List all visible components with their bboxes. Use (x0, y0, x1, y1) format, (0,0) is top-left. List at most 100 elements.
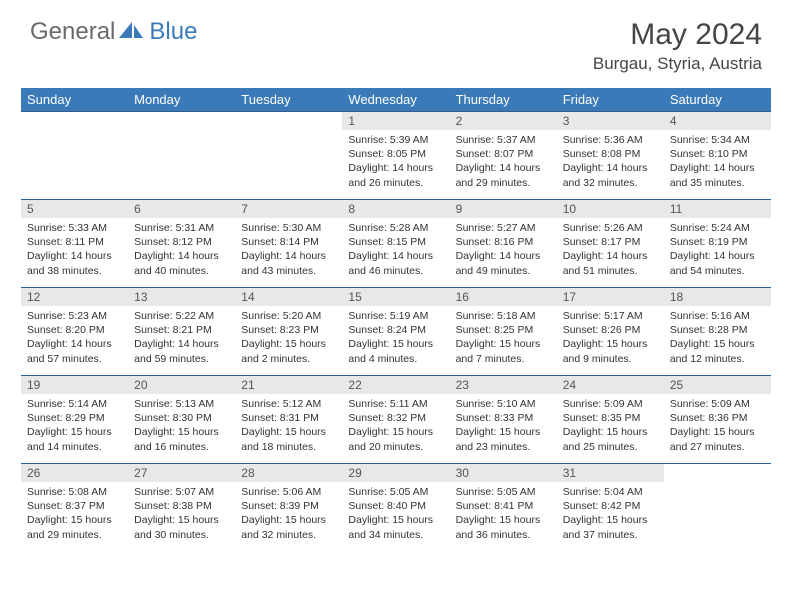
day-detail: Sunrise: 5:09 AMSunset: 8:35 PMDaylight:… (557, 394, 664, 458)
day-detail: Sunrise: 5:16 AMSunset: 8:28 PMDaylight:… (664, 306, 771, 370)
day-number: 3 (557, 112, 664, 130)
day-detail: Sunrise: 5:39 AMSunset: 8:05 PMDaylight:… (342, 130, 449, 194)
calendar-cell (664, 464, 771, 552)
day-detail: Sunrise: 5:06 AMSunset: 8:39 PMDaylight:… (235, 482, 342, 546)
day-detail: Sunrise: 5:22 AMSunset: 8:21 PMDaylight:… (128, 306, 235, 370)
day-number: 8 (342, 200, 449, 218)
calendar-cell: 28Sunrise: 5:06 AMSunset: 8:39 PMDayligh… (235, 464, 342, 552)
day-number: 22 (342, 376, 449, 394)
day-number: 24 (557, 376, 664, 394)
calendar-cell (21, 112, 128, 200)
calendar-cell: 31Sunrise: 5:04 AMSunset: 8:42 PMDayligh… (557, 464, 664, 552)
day-detail: Sunrise: 5:26 AMSunset: 8:17 PMDaylight:… (557, 218, 664, 282)
location-subtitle: Burgau, Styria, Austria (593, 54, 762, 74)
calendar-cell: 3Sunrise: 5:36 AMSunset: 8:08 PMDaylight… (557, 112, 664, 200)
calendar-cell: 10Sunrise: 5:26 AMSunset: 8:17 PMDayligh… (557, 200, 664, 288)
header: General Blue May 2024 Burgau, Styria, Au… (0, 0, 792, 82)
day-detail: Sunrise: 5:27 AMSunset: 8:16 PMDaylight:… (450, 218, 557, 282)
day-number: 31 (557, 464, 664, 482)
day-number: 7 (235, 200, 342, 218)
calendar-cell: 14Sunrise: 5:20 AMSunset: 8:23 PMDayligh… (235, 288, 342, 376)
day-number: 16 (450, 288, 557, 306)
day-number: 12 (21, 288, 128, 306)
calendar-row: 26Sunrise: 5:08 AMSunset: 8:37 PMDayligh… (21, 464, 771, 552)
day-detail: Sunrise: 5:07 AMSunset: 8:38 PMDaylight:… (128, 482, 235, 546)
day-detail: Sunrise: 5:05 AMSunset: 8:40 PMDaylight:… (342, 482, 449, 546)
calendar-cell: 6Sunrise: 5:31 AMSunset: 8:12 PMDaylight… (128, 200, 235, 288)
calendar-head: SundayMondayTuesdayWednesdayThursdayFrid… (21, 88, 771, 112)
day-number: 5 (21, 200, 128, 218)
calendar-cell: 7Sunrise: 5:30 AMSunset: 8:14 PMDaylight… (235, 200, 342, 288)
calendar-cell: 13Sunrise: 5:22 AMSunset: 8:21 PMDayligh… (128, 288, 235, 376)
calendar-row: 12Sunrise: 5:23 AMSunset: 8:20 PMDayligh… (21, 288, 771, 376)
calendar-cell: 1Sunrise: 5:39 AMSunset: 8:05 PMDaylight… (342, 112, 449, 200)
day-number: 21 (235, 376, 342, 394)
brand-logo: General Blue (30, 18, 197, 46)
day-number: 20 (128, 376, 235, 394)
calendar-cell: 27Sunrise: 5:07 AMSunset: 8:38 PMDayligh… (128, 464, 235, 552)
calendar-cell: 23Sunrise: 5:10 AMSunset: 8:33 PMDayligh… (450, 376, 557, 464)
day-number: 14 (235, 288, 342, 306)
day-number: 9 (450, 200, 557, 218)
day-number: 2 (450, 112, 557, 130)
day-number: 4 (664, 112, 771, 130)
calendar-cell: 4Sunrise: 5:34 AMSunset: 8:10 PMDaylight… (664, 112, 771, 200)
calendar-cell: 24Sunrise: 5:09 AMSunset: 8:35 PMDayligh… (557, 376, 664, 464)
day-number: 10 (557, 200, 664, 218)
day-detail: Sunrise: 5:08 AMSunset: 8:37 PMDaylight:… (21, 482, 128, 546)
calendar-cell: 30Sunrise: 5:05 AMSunset: 8:41 PMDayligh… (450, 464, 557, 552)
weekday-header: Monday (128, 88, 235, 112)
day-detail: Sunrise: 5:20 AMSunset: 8:23 PMDaylight:… (235, 306, 342, 370)
day-detail: Sunrise: 5:04 AMSunset: 8:42 PMDaylight:… (557, 482, 664, 546)
calendar-cell (128, 112, 235, 200)
calendar-row: 5Sunrise: 5:33 AMSunset: 8:11 PMDaylight… (21, 200, 771, 288)
day-number: 17 (557, 288, 664, 306)
day-number: 27 (128, 464, 235, 482)
day-detail: Sunrise: 5:12 AMSunset: 8:31 PMDaylight:… (235, 394, 342, 458)
day-detail: Sunrise: 5:28 AMSunset: 8:15 PMDaylight:… (342, 218, 449, 282)
calendar-cell: 8Sunrise: 5:28 AMSunset: 8:15 PMDaylight… (342, 200, 449, 288)
calendar-row: 1Sunrise: 5:39 AMSunset: 8:05 PMDaylight… (21, 112, 771, 200)
day-number: 15 (342, 288, 449, 306)
calendar-cell: 20Sunrise: 5:13 AMSunset: 8:30 PMDayligh… (128, 376, 235, 464)
calendar-cell: 22Sunrise: 5:11 AMSunset: 8:32 PMDayligh… (342, 376, 449, 464)
calendar-cell: 21Sunrise: 5:12 AMSunset: 8:31 PMDayligh… (235, 376, 342, 464)
day-number: 30 (450, 464, 557, 482)
day-number: 19 (21, 376, 128, 394)
day-number: 25 (664, 376, 771, 394)
calendar-cell (235, 112, 342, 200)
sail-icon (119, 20, 145, 45)
calendar-cell: 12Sunrise: 5:23 AMSunset: 8:20 PMDayligh… (21, 288, 128, 376)
day-detail: Sunrise: 5:10 AMSunset: 8:33 PMDaylight:… (450, 394, 557, 458)
day-detail: Sunrise: 5:09 AMSunset: 8:36 PMDaylight:… (664, 394, 771, 458)
calendar-cell: 19Sunrise: 5:14 AMSunset: 8:29 PMDayligh… (21, 376, 128, 464)
day-number: 28 (235, 464, 342, 482)
day-detail: Sunrise: 5:23 AMSunset: 8:20 PMDaylight:… (21, 306, 128, 370)
weekday-header: Saturday (664, 88, 771, 112)
weekday-header: Friday (557, 88, 664, 112)
calendar-cell: 2Sunrise: 5:37 AMSunset: 8:07 PMDaylight… (450, 112, 557, 200)
day-detail: Sunrise: 5:14 AMSunset: 8:29 PMDaylight:… (21, 394, 128, 458)
day-detail: Sunrise: 5:37 AMSunset: 8:07 PMDaylight:… (450, 130, 557, 194)
brand-part2: Blue (149, 18, 197, 46)
brand-part1: General (30, 18, 115, 46)
day-number: 26 (21, 464, 128, 482)
day-detail: Sunrise: 5:36 AMSunset: 8:08 PMDaylight:… (557, 130, 664, 194)
calendar-cell: 16Sunrise: 5:18 AMSunset: 8:25 PMDayligh… (450, 288, 557, 376)
calendar-cell: 26Sunrise: 5:08 AMSunset: 8:37 PMDayligh… (21, 464, 128, 552)
day-number: 1 (342, 112, 449, 130)
day-number: 6 (128, 200, 235, 218)
weekday-header: Tuesday (235, 88, 342, 112)
day-detail: Sunrise: 5:17 AMSunset: 8:26 PMDaylight:… (557, 306, 664, 370)
weekday-header: Wednesday (342, 88, 449, 112)
calendar-cell: 29Sunrise: 5:05 AMSunset: 8:40 PMDayligh… (342, 464, 449, 552)
day-detail: Sunrise: 5:34 AMSunset: 8:10 PMDaylight:… (664, 130, 771, 194)
title-block: May 2024 Burgau, Styria, Austria (593, 18, 762, 74)
day-detail: Sunrise: 5:33 AMSunset: 8:11 PMDaylight:… (21, 218, 128, 282)
day-detail: Sunrise: 5:13 AMSunset: 8:30 PMDaylight:… (128, 394, 235, 458)
calendar-cell: 9Sunrise: 5:27 AMSunset: 8:16 PMDaylight… (450, 200, 557, 288)
day-number: 13 (128, 288, 235, 306)
calendar-cell: 11Sunrise: 5:24 AMSunset: 8:19 PMDayligh… (664, 200, 771, 288)
calendar-cell: 25Sunrise: 5:09 AMSunset: 8:36 PMDayligh… (664, 376, 771, 464)
day-number: 23 (450, 376, 557, 394)
